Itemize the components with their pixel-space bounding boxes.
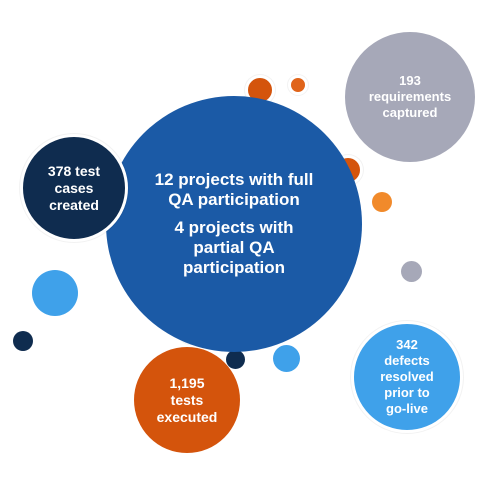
main-text-line-5: participation [182,258,285,277]
main-bubble: 12 projects with full QA participation 4… [106,96,362,352]
tests-executed-line-2: tests [170,391,204,408]
tests-executed-line-1: 1,195 [169,374,205,391]
light-orange-dot-right [372,192,392,212]
defects-line-5: go-live [386,401,428,416]
light-blue-dot-left [32,270,78,316]
navy-dot-left [13,331,33,351]
requirements-line-2: requirements [368,89,452,104]
test-cases-line-1: 378 test [47,162,101,179]
test-cases-line-2: cases [54,179,94,196]
tests-executed-bubble: 1,195 tests executed [134,347,240,453]
defects-line-3: resolved [380,369,434,384]
defects-bubble: 342 defects resolved prior to go-live [351,321,463,433]
gray-dot-right [401,261,422,282]
requirements-line-3: captured [382,105,438,120]
defects-line-2: defects [384,353,430,368]
orange-dot-small-top [288,75,308,95]
requirements-bubble: 193 requirements captured [345,32,475,162]
main-text-line-3: 4 projects with [174,218,294,237]
main-text-line-2: QA participation [168,190,300,209]
tests-executed-line-3: executed [156,408,218,425]
test-cases-line-3: created [49,196,99,213]
test-cases-bubble: 378 test cases created [20,134,128,242]
light-blue-dot-bottom [273,345,300,372]
requirements-line-1: 193 [399,73,421,88]
defects-line-4: prior to [384,385,430,400]
main-text-line-4: partial QA [193,238,275,257]
main-text-line-1: 12 projects with full [154,170,314,189]
defects-line-1: 342 [396,337,418,352]
navy-dot-bottom-right [226,350,245,369]
